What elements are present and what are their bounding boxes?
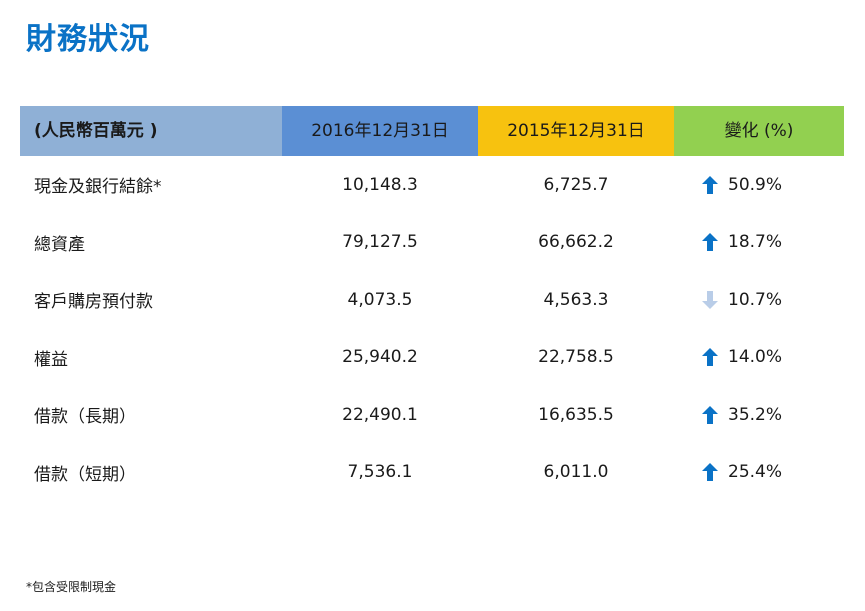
row-label: 現金及銀行結餘*: [34, 177, 162, 198]
value-2016: 10,148.3: [342, 174, 418, 195]
value-2015: 4,563.3: [543, 289, 609, 310]
arrow-down-icon: [702, 290, 718, 309]
row-label: 總資產: [34, 234, 85, 255]
change-value: 18.7%: [728, 232, 783, 253]
arrow-up-icon: [702, 175, 718, 194]
change-cell: 35.2%: [674, 405, 844, 425]
page-title: 財務狀況: [26, 22, 150, 57]
change-cell: 14.0%: [674, 347, 844, 367]
table-header-row: (人民幣百萬元 ) 2016年12月31日 2015年12月31日 變化 (%): [20, 106, 844, 156]
value-2016: 25,940.2: [342, 347, 418, 368]
change-value: 35.2%: [728, 404, 783, 425]
header-unit: (人民幣百萬元 ): [20, 106, 282, 156]
value-2016: 79,127.5: [342, 232, 418, 253]
change-value: 10.7%: [728, 289, 783, 310]
table-row: 客戶購房預付款 4,073.5 4,563.3 10.7%: [20, 271, 844, 329]
change-value: 50.9%: [728, 174, 783, 195]
change-value: 14.0%: [728, 347, 783, 368]
value-2015: 6,725.7: [543, 174, 609, 195]
row-label: 借款（短期）: [34, 464, 136, 485]
value-2016: 7,536.1: [347, 462, 413, 483]
financial-table: (人民幣百萬元 ) 2016年12月31日 2015年12月31日 變化 (%)…: [20, 106, 844, 501]
row-label: 客戶購房預付款: [34, 292, 153, 313]
header-change: 變化 (%): [674, 106, 844, 156]
change-cell: 18.7%: [674, 232, 844, 252]
change-cell: 50.9%: [674, 175, 844, 195]
arrow-up-icon: [702, 405, 718, 424]
table-row: 借款（長期） 22,490.1 16,635.5 35.2%: [20, 386, 844, 444]
change-cell: 25.4%: [674, 462, 844, 482]
header-2016: 2016年12月31日: [282, 106, 478, 156]
value-2016: 4,073.5: [347, 289, 413, 310]
table-row: 現金及銀行結餘* 10,148.3 6,725.7 50.9%: [20, 156, 844, 214]
arrow-up-icon: [702, 348, 718, 367]
arrow-up-icon: [702, 233, 718, 252]
row-label: 權益: [34, 349, 68, 370]
value-2015: 66,662.2: [538, 232, 614, 253]
table-row: 總資產 79,127.5 66,662.2 18.7%: [20, 214, 844, 272]
value-2016: 22,490.1: [342, 404, 418, 425]
arrow-up-icon: [702, 463, 718, 482]
change-value: 25.4%: [728, 462, 783, 483]
table-row: 權益 25,940.2 22,758.5 14.0%: [20, 329, 844, 387]
change-cell: 10.7%: [674, 290, 844, 310]
value-2015: 6,011.0: [543, 462, 609, 483]
value-2015: 16,635.5: [538, 404, 614, 425]
value-2015: 22,758.5: [538, 347, 614, 368]
table-row: 借款（短期） 7,536.1 6,011.0 25.4%: [20, 444, 844, 502]
row-label: 借款（長期）: [34, 407, 136, 428]
footnote: *包含受限制現金: [26, 580, 117, 594]
header-2015: 2015年12月31日: [478, 106, 674, 156]
